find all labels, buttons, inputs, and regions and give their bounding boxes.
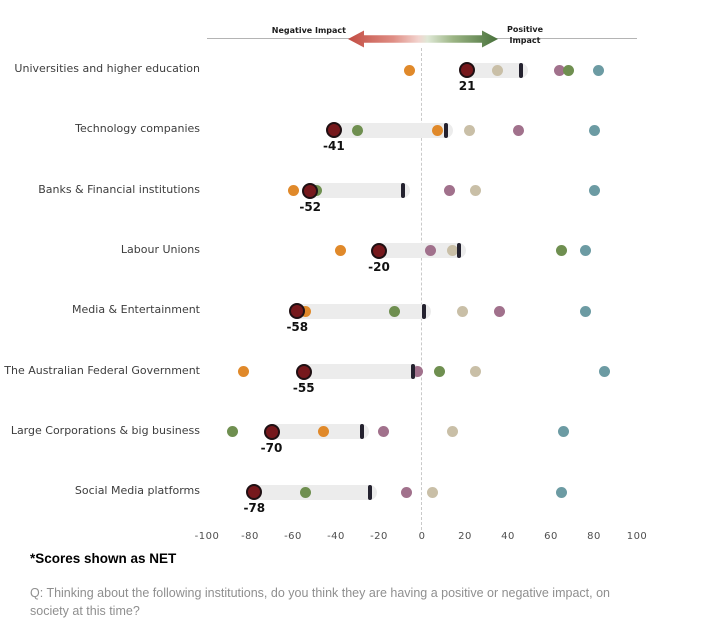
category-label: Banks & Financial institutions [38,182,200,196]
dot-green [556,245,568,257]
dot-teal [579,305,591,317]
dot-orange [287,185,299,197]
dot-orange [238,366,250,377]
dot-beige [446,245,458,257]
net-value-label: -78 [243,501,266,516]
tick-marker [443,122,448,138]
axis-tick-label: 20 [458,531,472,542]
dot-mauve [401,486,413,498]
dot-teal [558,426,570,438]
footnote: *Scores shown as NET [30,551,177,566]
tick-marker [400,183,405,199]
dot-green [352,124,363,136]
dot-mauve [493,305,505,317]
dot-teal [588,124,600,136]
range-bar [372,243,466,259]
net-value-label: -58 [286,320,309,335]
dot-teal [599,366,611,377]
category-label: Universities and higher education [14,62,200,75]
axis-tick-label: 100 [626,531,648,542]
net-value-label: -52 [299,199,322,214]
net-value-label: -70 [260,440,283,455]
tick-marker [456,243,461,259]
axis-tick-label: 40 [501,531,515,542]
range-bar [303,183,410,199]
dot-green [388,305,400,317]
axis-tick-label: 0 [418,531,426,542]
dot-beige [491,64,503,76]
net-dot [289,303,306,320]
category-label: Large Corporations & big business [10,423,200,437]
net-value-label: 21 [458,79,476,93]
axis-tick-label: -40 [327,531,345,542]
dot-teal [588,185,600,197]
range-bar [296,364,421,379]
range-bar [264,424,369,440]
tick-marker [422,303,427,319]
dot-green [433,366,445,377]
axis-tick-label: -100 [194,531,220,542]
category-label: The Australian Federal Government [4,363,200,377]
dot-mauve [554,64,566,76]
tick-marker [518,62,523,78]
negative-impact-label: Negative Impact [271,26,346,35]
net-dot [295,363,312,380]
range-bar [290,303,432,319]
question-text: Q: Thinking about the following institut… [30,584,698,620]
dot-orange [403,64,415,76]
dot-beige [463,124,475,136]
question-text-line2: society at this time? [30,604,140,618]
axis-tick-label: 60 [544,531,558,542]
range-bar [247,484,378,500]
dot-mauve [412,366,424,377]
axis-tick-label: -60 [284,531,302,542]
question-text-line1: Q: Thinking about the following institut… [30,586,610,600]
dot-orange [300,305,312,317]
category-label: Media & Entertainment [72,303,200,317]
category-label: Technology companies [75,122,200,136]
net-value-label: -55 [292,380,315,395]
dot-beige [470,185,482,197]
positive-impact-label: Positive Impact [494,24,556,46]
negative-positive-gradient-arrow-icon [348,30,498,48]
dot-mauve [377,426,389,438]
dot-beige [457,305,469,317]
dot-orange [317,426,329,438]
positive-impact-label-line2: Impact [509,36,541,45]
category-label: Social Media platforms [74,484,200,498]
net-dot [371,242,387,259]
net-dot [246,484,263,501]
dot-mauve [513,124,525,136]
net-dot [325,122,342,139]
net-value-label: -41 [323,139,345,154]
dot-beige [470,366,482,377]
dot-green [300,486,312,498]
dot-orange [334,245,346,257]
dot-teal [579,245,591,257]
positive-impact-label-line1: Positive [506,25,544,34]
dot-green [227,426,239,438]
dot-mauve [444,185,456,197]
axis-tick-label: -20 [370,531,388,542]
dot-teal [556,486,568,498]
net-dot [459,62,476,78]
category-label: Labour Unions [120,242,200,256]
dot-beige [446,426,458,438]
dot-beige [427,486,439,498]
axis-tick-label: -80 [241,531,259,542]
dot-green [562,64,574,76]
tick-marker [359,424,364,440]
dot-teal [592,64,604,76]
zero-reference-line [421,48,422,530]
dot-orange [431,124,443,136]
net-dot [263,423,280,440]
net-dot [302,182,319,199]
plot-area: 21 -41 -52 -20 -58 -55 -70 -78 -100 -80 -60 -40 -20 0… [195,48,647,548]
dot-mauve [425,245,437,257]
tick-marker [411,364,416,379]
net-value-label: -20 [368,259,390,274]
tick-marker [368,484,373,500]
axis-tick-label: 80 [587,531,601,542]
